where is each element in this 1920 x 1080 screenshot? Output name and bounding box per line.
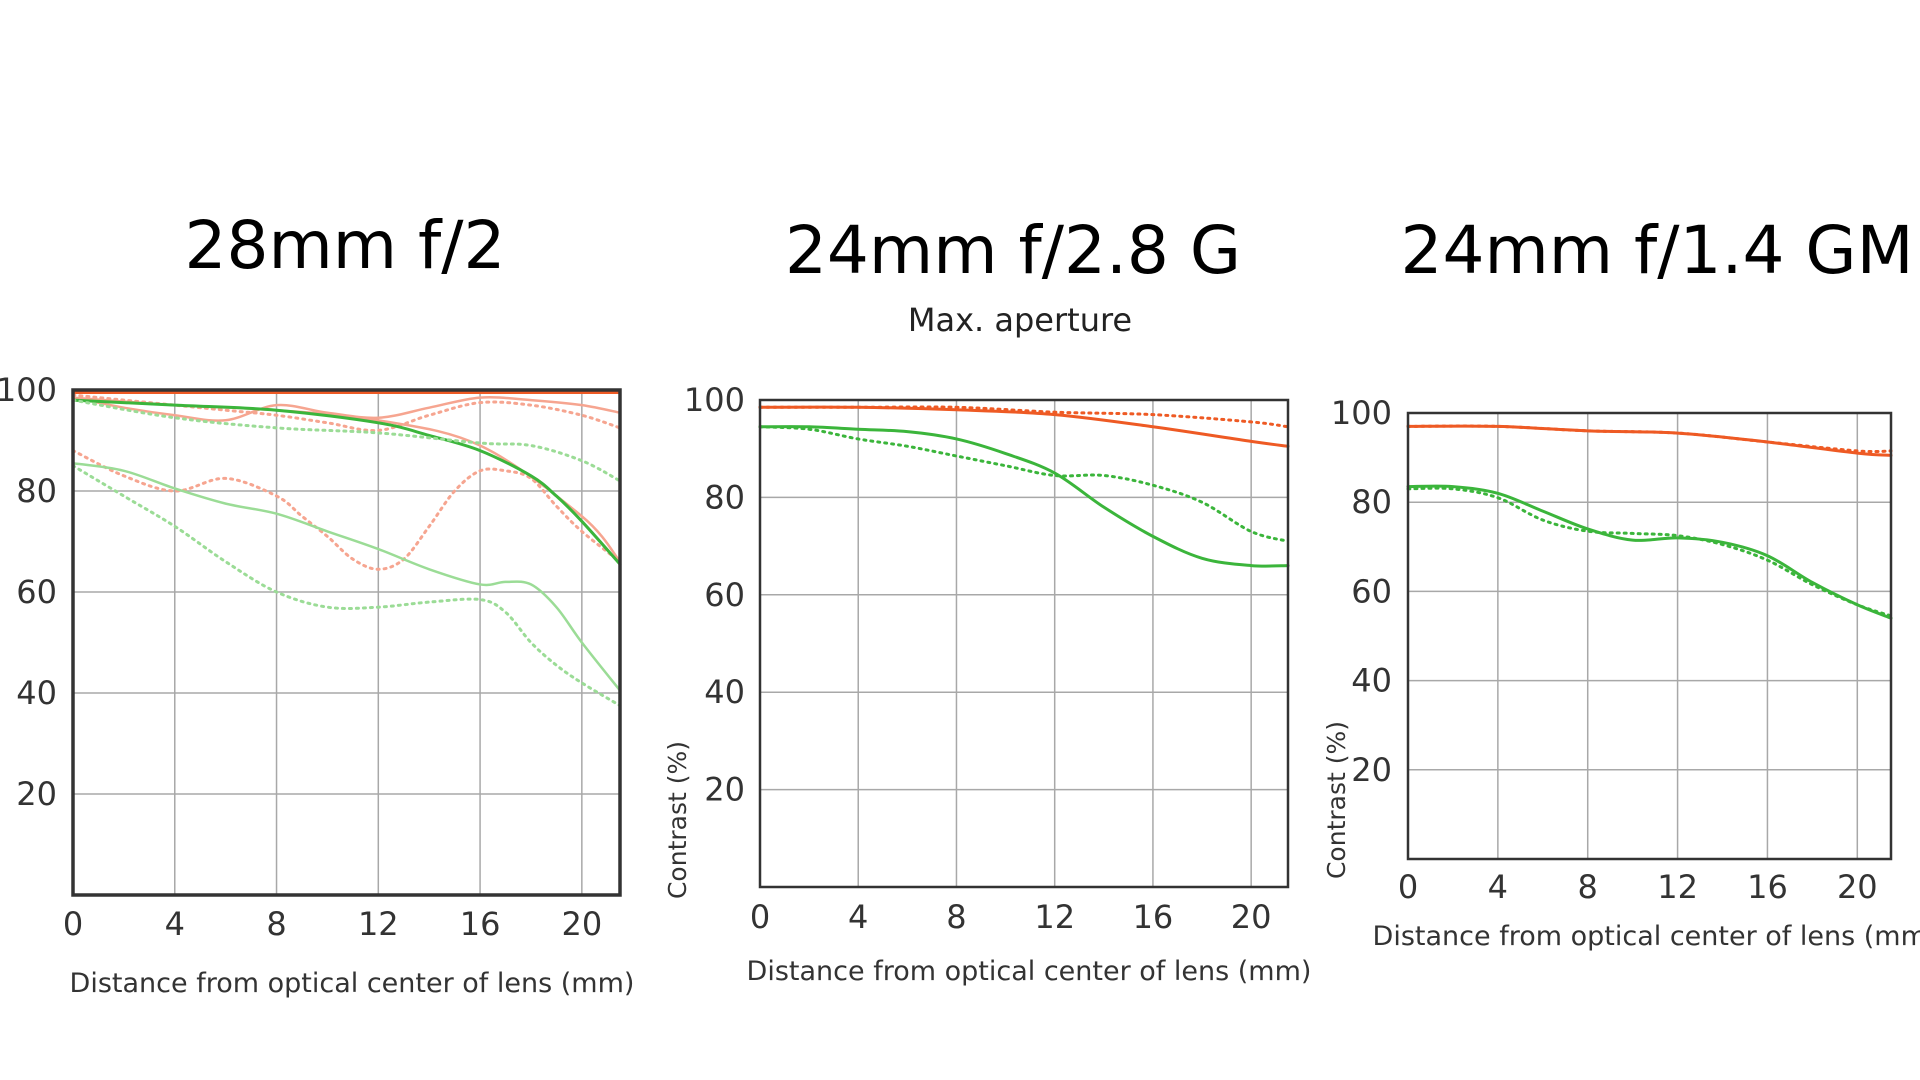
chart-1-series-6 bbox=[71, 398, 622, 566]
chart-3-x-tick-4: 4 bbox=[1488, 868, 1508, 906]
chart-1-series-8 bbox=[71, 461, 622, 692]
chart-2-x-tick-12: 12 bbox=[1034, 898, 1075, 936]
chart-3-series-3 bbox=[1406, 484, 1893, 620]
chart-2-x-axis-label: Distance from optical center of lens (mm… bbox=[747, 956, 1312, 987]
chart-2-x-tick-8: 8 bbox=[946, 898, 966, 936]
chart-3-y-tick-40: 40 bbox=[1351, 662, 1392, 700]
chart-2-series-4 bbox=[758, 425, 1290, 543]
chart-3-series-2 bbox=[1406, 424, 1893, 454]
chart-1-x-tick-0: 0 bbox=[63, 905, 83, 943]
chart-3-x-tick-0: 0 bbox=[1398, 868, 1418, 906]
chart-2-y-axis-label: Contrast (%) bbox=[663, 741, 692, 899]
chart-3-y-tick-100: 100 bbox=[1331, 394, 1392, 432]
chart-2-x-tick-0: 0 bbox=[750, 898, 770, 936]
chart-1-x-tick-20: 20 bbox=[561, 905, 602, 943]
chart-2-y-tick-80: 80 bbox=[704, 478, 745, 516]
chart-2-y-tick-100: 100 bbox=[684, 381, 745, 419]
chart-1-x-tick-12: 12 bbox=[358, 905, 399, 943]
chart-3-x-axis-label: Distance from optical center of lens (mm… bbox=[1373, 921, 1920, 952]
chart-3-series-1 bbox=[1406, 424, 1893, 457]
chart-2-y-tick-60: 60 bbox=[704, 576, 745, 614]
chart-3-x-tick-8: 8 bbox=[1578, 868, 1598, 906]
chart-1-x-tick-4: 4 bbox=[165, 905, 185, 943]
chart-3-frame bbox=[1406, 411, 1893, 861]
chart-1-series-9 bbox=[71, 464, 622, 708]
chart-1-series-5 bbox=[71, 449, 622, 571]
chart-1-x-tick-16: 16 bbox=[460, 905, 501, 943]
chart-1-y-tick-100: 100 bbox=[0, 371, 57, 409]
chart-2-y-tick-40: 40 bbox=[704, 673, 745, 711]
chart-2-frame bbox=[758, 398, 1290, 889]
lens-title-1: 28mm f/2 bbox=[184, 207, 506, 284]
chart-1-x-axis-label: Distance from optical center of lens (mm… bbox=[70, 968, 635, 999]
lens-title-3: 24mm f/1.4 GM bbox=[1400, 212, 1914, 289]
chart-3-x-tick-12: 12 bbox=[1657, 868, 1698, 906]
chart-3-y-tick-80: 80 bbox=[1351, 483, 1392, 521]
chart-3-y-tick-60: 60 bbox=[1351, 572, 1392, 610]
chart-1-y-tick-80: 80 bbox=[16, 472, 57, 510]
chart-3-x-tick-16: 16 bbox=[1747, 868, 1788, 906]
lens-title-2: 24mm f/2.8 G bbox=[784, 212, 1242, 289]
chart-2-series-2 bbox=[758, 405, 1290, 429]
chart-1-y-tick-60: 60 bbox=[16, 573, 57, 611]
chart-1-x-tick-8: 8 bbox=[266, 905, 286, 943]
chart-3-series-4 bbox=[1406, 486, 1893, 618]
chart-3-y-axis-label: Contrast (%) bbox=[1322, 721, 1351, 879]
chart-3-y-tick-20: 20 bbox=[1351, 751, 1392, 789]
chart-2-y-tick-20: 20 bbox=[704, 771, 745, 809]
chart-2-x-tick-16: 16 bbox=[1133, 898, 1174, 936]
chart-2-series-3 bbox=[758, 425, 1290, 568]
chart-1-series-7 bbox=[71, 398, 622, 483]
chart-1-y-tick-40: 40 bbox=[16, 674, 57, 712]
chart-2-x-tick-4: 4 bbox=[848, 898, 868, 936]
chart-2-x-tick-20: 20 bbox=[1231, 898, 1272, 936]
chart-2-subtitle: Max. aperture bbox=[907, 301, 1133, 339]
chart-1-frame bbox=[71, 388, 622, 897]
chart-3-x-tick-20: 20 bbox=[1837, 868, 1878, 906]
chart-1-y-tick-20: 20 bbox=[16, 775, 57, 813]
